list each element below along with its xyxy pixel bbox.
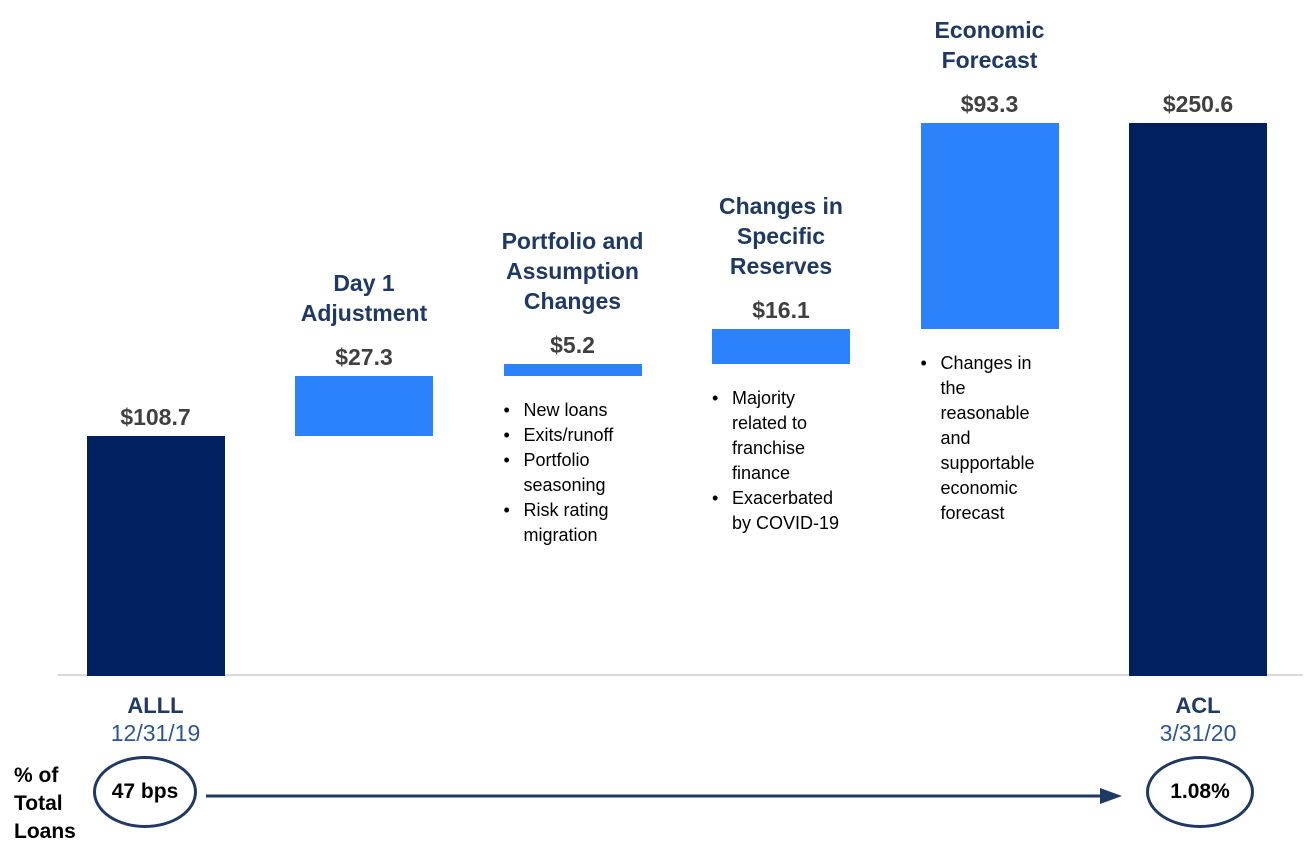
- end-badge-value: 1.08%: [1170, 780, 1230, 803]
- start-badge-oval: 47 bps: [93, 756, 197, 828]
- bar-value-label: $27.3: [335, 344, 393, 370]
- bar-value-label: $5.2: [550, 332, 595, 358]
- footer-label: ACL: [1175, 693, 1221, 718]
- footer-date: 3/31/20: [1159, 720, 1237, 746]
- column-acl: $250.6 ACL 3/31/20: [1129, 0, 1267, 868]
- note-item: Risk rating migration: [504, 498, 636, 548]
- bar-notes: Changes in the reasonable and supportabl…: [921, 351, 1061, 526]
- bar-changes-in-specific-reserves: [712, 329, 850, 364]
- bar-notes: Majority related to franchise financeExa…: [712, 386, 852, 536]
- note-item: New loans: [504, 398, 636, 423]
- bar-acl: [1129, 123, 1267, 676]
- note-item: Changes in the reasonable and supportabl…: [921, 351, 1053, 526]
- bar-value-label: $93.3: [960, 91, 1019, 117]
- column-header: Portfolio and Assumption Changes: [501, 228, 644, 314]
- column-day-1-adjustment: Day 1 Adjustment $27.3: [295, 0, 433, 868]
- column-changes-in-specific-reserves: Changes in Specific Reserves $16.1 Majorit…: [712, 0, 850, 868]
- bar-economic-forecast: [920, 123, 1059, 329]
- column-alll: $108.7 ALLL 12/31/19: [86, 0, 225, 868]
- percent-of-total-loans-label: % of Total Loans: [14, 764, 76, 843]
- column-header: Changes in Specific Reserves: [719, 193, 843, 279]
- bar-value-label: $16.1: [752, 297, 810, 323]
- column-footer: ALLL 12/31/19: [71, 692, 241, 747]
- bar-day-1-adjustment: [295, 376, 433, 436]
- percent-trend-arrow: [206, 788, 1122, 804]
- baseline-axis: [58, 674, 1303, 676]
- bar-notes: New loansExits/runoffPortfolio seasoning…: [504, 398, 644, 548]
- column-header: Economic Forecast: [934, 17, 1045, 73]
- bar-portfolio-and-assumption-changes: [503, 364, 642, 376]
- start-badge-value: 47 bps: [111, 780, 179, 803]
- arrow-head-icon: [1100, 788, 1122, 804]
- note-item: Portfolio seasoning: [504, 448, 636, 498]
- bar-alll: [86, 436, 225, 676]
- column-footer: ACL 3/31/20: [1113, 692, 1283, 747]
- column-portfolio-and-assumption-changes: Portfolio and Assumption Changes $5.2 New …: [502, 0, 644, 868]
- column-economic-forecast: Economic Forecast $93.3 Changes in the rea…: [920, 0, 1061, 868]
- footer-label: ALLL: [127, 693, 184, 718]
- footer-date: 12/31/19: [110, 720, 201, 746]
- note-item: Exits/runoff: [504, 423, 636, 448]
- column-header: Day 1 Adjustment: [300, 270, 428, 326]
- note-item: Exacerbated by COVID-19: [712, 486, 844, 536]
- note-item: Majority related to franchise finance: [712, 386, 844, 486]
- bar-value-label: $108.7: [120, 404, 191, 430]
- end-badge-oval: 1.08%: [1146, 756, 1254, 828]
- bar-value-label: $250.6: [1162, 91, 1234, 117]
